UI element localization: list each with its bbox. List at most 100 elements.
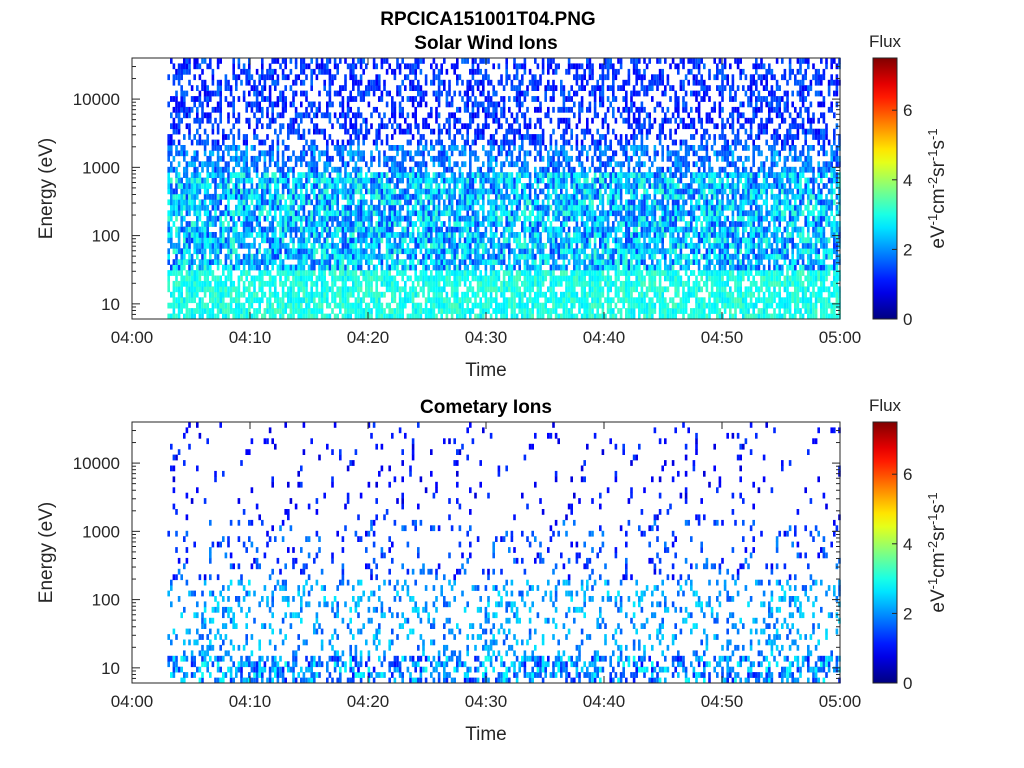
heatmap-cell xyxy=(196,210,199,217)
heatmap-cell xyxy=(183,172,186,178)
heatmap-cell xyxy=(487,177,490,184)
heatmap-cell xyxy=(484,286,488,293)
heatmap-cell xyxy=(528,226,532,233)
heatmap-cell xyxy=(422,237,425,244)
heatmap-cell xyxy=(307,199,311,206)
heatmap-cell xyxy=(336,291,339,298)
heatmap-cell xyxy=(372,232,376,238)
heatmap-cell xyxy=(175,150,178,157)
heatmap-cell xyxy=(302,155,306,162)
heatmap-cell xyxy=(414,286,417,293)
heatmap-cell xyxy=(235,210,238,217)
heatmap-cell xyxy=(372,210,376,217)
heatmap-cell xyxy=(515,193,519,200)
heatmap-cell xyxy=(344,270,347,276)
heatmap-cell xyxy=(276,221,280,227)
heatmap-cell xyxy=(456,145,459,151)
heatmap-cell xyxy=(354,286,358,293)
heatmap-cell xyxy=(370,172,373,178)
heatmap-cell xyxy=(505,68,508,75)
heatmap-cell xyxy=(544,226,547,233)
heatmap-cell xyxy=(177,68,181,75)
heatmap-cell xyxy=(237,210,241,217)
heatmap-cell xyxy=(344,308,347,314)
heatmap-cell xyxy=(380,302,384,309)
heatmap-cell xyxy=(474,188,477,195)
heatmap-cell xyxy=(258,215,261,222)
heatmap-cell xyxy=(409,237,412,244)
heatmap-cell xyxy=(357,134,360,140)
heatmap-cell xyxy=(261,139,264,146)
heatmap-cell xyxy=(307,302,311,309)
heatmap-cell xyxy=(427,286,430,293)
heatmap-cell xyxy=(552,280,555,287)
heatmap-cell xyxy=(323,291,326,298)
heatmap-cell xyxy=(172,204,176,211)
heatmap-cell xyxy=(287,270,290,276)
heatmap-cell xyxy=(177,210,181,217)
heatmap-cell xyxy=(193,275,196,282)
heatmap-cell xyxy=(209,199,212,206)
heatmap-cell xyxy=(357,237,360,244)
heatmap-cell xyxy=(344,291,347,298)
heatmap-cell xyxy=(453,242,456,249)
heatmap-cell xyxy=(245,145,248,151)
heatmap-cell xyxy=(315,226,319,233)
heatmap-cell xyxy=(336,139,339,146)
heatmap-cell xyxy=(495,204,498,211)
heatmap-cell xyxy=(515,96,519,102)
heatmap-cell xyxy=(336,226,339,233)
heatmap-cell xyxy=(333,63,337,70)
heatmap-cell xyxy=(495,183,498,189)
heatmap-cell xyxy=(289,291,293,298)
heatmap-cell xyxy=(190,275,194,282)
heatmap-cell xyxy=(479,308,482,314)
heatmap-cell xyxy=(237,134,241,140)
heatmap-cell xyxy=(344,221,347,227)
heatmap-cell xyxy=(183,63,186,70)
heatmap-cell xyxy=(476,134,480,140)
heatmap-cell xyxy=(206,96,209,102)
heatmap-cell xyxy=(235,193,238,200)
heatmap-cell xyxy=(167,302,170,309)
heatmap-cell xyxy=(549,204,553,211)
heatmap-cell xyxy=(289,280,293,287)
heatmap-cell xyxy=(341,253,345,260)
heatmap-cell xyxy=(235,237,238,244)
heatmap-cell xyxy=(198,177,202,184)
heatmap-cell xyxy=(232,242,235,249)
heatmap-cell xyxy=(190,106,194,113)
heatmap-cell xyxy=(240,79,243,86)
heatmap-cell xyxy=(474,253,477,260)
heatmap-cell xyxy=(424,237,428,244)
heatmap-cell xyxy=(209,193,212,200)
heatmap-cell xyxy=(196,183,199,189)
heatmap-cell xyxy=(456,74,459,81)
heatmap-cell xyxy=(437,275,441,282)
heatmap-cell xyxy=(219,215,222,222)
heatmap-cell xyxy=(271,58,274,64)
heatmap-cell xyxy=(539,79,542,86)
heatmap-cell xyxy=(479,68,482,75)
heatmap-cell xyxy=(534,193,537,200)
heatmap-cell xyxy=(206,117,209,124)
heatmap-cell xyxy=(268,96,272,102)
heatmap-cell xyxy=(206,101,209,108)
heatmap-cell xyxy=(323,226,326,233)
heatmap-cell xyxy=(404,264,407,271)
heatmap-cell xyxy=(474,210,477,217)
heatmap-cell xyxy=(432,275,436,282)
heatmap-cell xyxy=(463,226,467,233)
heatmap-cell xyxy=(216,139,220,146)
heatmap-cell xyxy=(198,134,202,140)
heatmap-cell xyxy=(170,242,173,249)
heatmap-cell xyxy=(554,259,558,265)
heatmap-cell xyxy=(435,264,438,271)
heatmap-cell xyxy=(505,242,508,249)
heatmap-cell xyxy=(248,259,251,265)
heatmap-cell xyxy=(492,280,495,287)
heatmap-cell xyxy=(570,177,573,184)
heatmap-cell xyxy=(367,270,371,276)
heatmap-cell xyxy=(430,128,433,135)
heatmap-cell xyxy=(284,275,287,282)
